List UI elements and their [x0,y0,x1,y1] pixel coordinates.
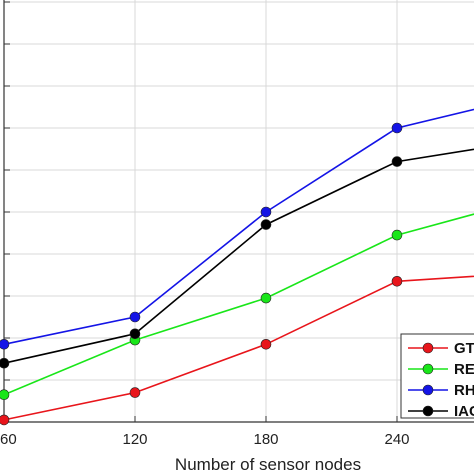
legend: GT RE RH IAC [400,333,474,420]
x-tick-label-240: 240 [384,431,409,448]
data-point-rh-60 [0,339,10,350]
legend-label-iac: IAC [454,403,474,420]
legend-label-gt: GT [454,340,474,357]
data-point-iac-180 [260,219,272,230]
data-point-re-180 [260,292,272,304]
series-rh [0,108,474,350]
legend-marker-re [422,363,434,375]
data-point-gt-120 [129,387,141,398]
data-point-iac-60 [0,357,10,369]
series-iac [0,148,474,369]
series-gt [0,275,474,426]
x-tick-label-120: 120 [122,431,147,448]
legend-marker-rh [422,384,434,396]
data-point-re-240 [391,229,403,241]
x-tick-label-60: 60 [0,431,17,448]
data-point-gt-240 [391,275,403,287]
data-point-iac-240 [391,156,403,167]
x-axis-label: Number of sensor nodes [175,455,361,474]
x-tick-label-180: 180 [253,431,278,448]
data-point-rh-240 [391,122,403,134]
data-point-re-60 [0,389,10,400]
legend-marker-iac [422,405,434,417]
x-tick-labels: 60 120 180 240 [0,431,410,448]
legend-label-rh: RH [454,382,474,399]
series-group [0,108,474,426]
legend-marker-gt [422,342,434,354]
legend-label-re: RE [454,361,474,378]
data-point-rh-180 [260,206,272,218]
data-point-rh-120 [129,311,141,323]
series-re [0,213,474,400]
data-point-iac-120 [129,328,141,340]
data-point-gt-180 [260,338,272,350]
data-point-gt-60 [0,414,10,426]
